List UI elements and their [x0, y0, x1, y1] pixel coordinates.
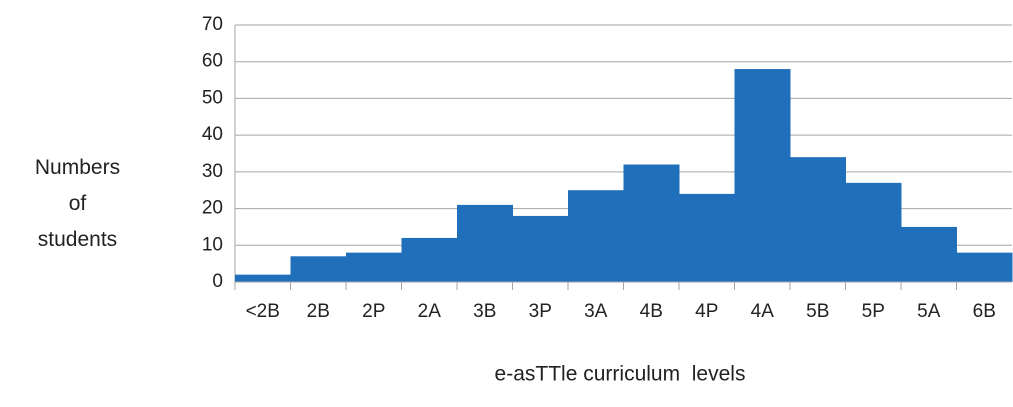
- bar: [290, 256, 347, 282]
- x-tick-label: 3P: [529, 301, 552, 322]
- bar: [956, 252, 1013, 282]
- y-tick-label: 30: [202, 161, 223, 182]
- x-tick-label: 3B: [473, 301, 496, 322]
- bar: [568, 190, 624, 282]
- x-tick-label: 2P: [362, 301, 385, 322]
- x-tick-label: <2B: [246, 301, 280, 322]
- bar: [790, 157, 846, 282]
- x-tick-label: 2B: [307, 301, 330, 322]
- y-tick-label: 50: [202, 87, 223, 108]
- y-tick-label: 20: [202, 198, 223, 219]
- bar: [401, 237, 458, 282]
- bar: [512, 215, 569, 282]
- y-axis-label: Numbers of students: [34, 156, 121, 251]
- x-tick-label: 5P: [862, 301, 885, 322]
- bar: [346, 252, 402, 282]
- x-tick-label: 2A: [418, 301, 442, 322]
- x-tick-label: 4A: [751, 301, 775, 322]
- y-tick-label: 0: [212, 271, 223, 292]
- y-tick-label: 10: [202, 234, 223, 255]
- bar: [623, 164, 680, 282]
- bar: [734, 69, 791, 282]
- y-tick-label: 60: [202, 51, 223, 72]
- x-tick-label: 4P: [695, 301, 718, 322]
- x-tick-label: 4B: [640, 301, 663, 322]
- bar: [235, 274, 291, 282]
- x-tick-label: 6B: [973, 301, 996, 322]
- y-tick-label: 70: [202, 14, 223, 35]
- bar: [901, 226, 957, 282]
- x-tick-label: 3A: [584, 301, 608, 322]
- bar: [679, 193, 735, 282]
- y-tick-label: 40: [202, 124, 223, 145]
- x-axis-label: e-asTTle curriculum levels: [495, 363, 746, 386]
- bar: [457, 204, 513, 282]
- bar: [845, 182, 902, 282]
- x-tick-label: 5B: [806, 301, 829, 322]
- x-tick-label: 5A: [917, 301, 941, 322]
